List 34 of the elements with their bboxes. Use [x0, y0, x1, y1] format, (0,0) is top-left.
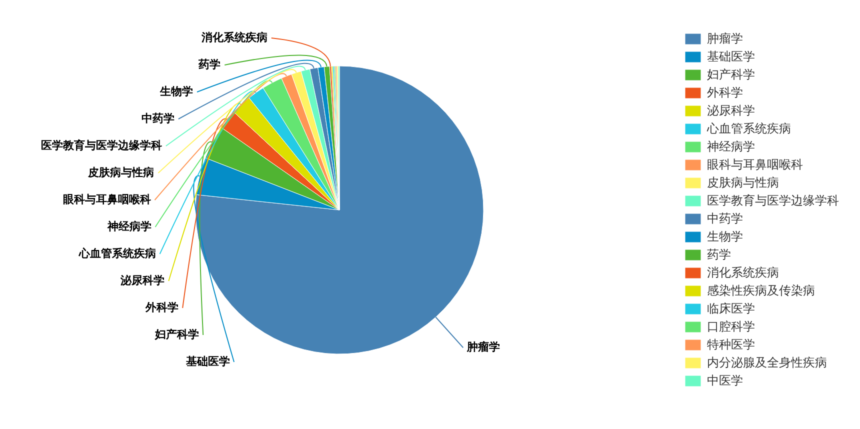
data-label: 中药学: [141, 112, 174, 126]
legend-label: 泌尿科学: [707, 103, 755, 118]
legend-label: 药学: [707, 247, 731, 262]
legend-label: 皮肤病与性病: [707, 175, 779, 190]
legend-label: 心血管系统疾病: [706, 121, 791, 136]
legend-label: 内分泌腺及全身性疾病: [707, 355, 827, 370]
legend-label: 口腔科学: [707, 319, 755, 334]
legend-label: 特种医学: [707, 337, 755, 352]
data-label: 妇产科学: [154, 328, 200, 342]
legend-label: 肿瘤学: [707, 31, 743, 46]
data-label: 医学教育与医学边缘学科: [40, 139, 162, 152]
legend-label: 感染性疾病及传染病: [707, 283, 815, 298]
legend-label: 消化系统疾病: [707, 265, 779, 280]
data-label: 药学: [198, 58, 221, 72]
data-label: 消化系统疾病: [200, 31, 268, 44]
data-label: 外科学: [144, 301, 179, 314]
data-label: 眼科与耳鼻咽喉科: [62, 193, 151, 206]
legend-label: 基础医学: [707, 49, 755, 64]
data-label: 肿瘤学: [466, 340, 500, 354]
data-label: 皮肤病与性病: [87, 166, 154, 180]
data-label: 神经病学: [106, 220, 152, 234]
legend-label: 眼科与耳鼻咽喉科: [707, 157, 803, 172]
data-label: 心血管系统疾病: [78, 247, 156, 260]
legend-label: 神经病学: [707, 139, 755, 154]
data-label: 泌尿科学: [120, 274, 165, 288]
legend-label: 中药学: [707, 211, 743, 226]
legend-label: 临床医学: [707, 301, 755, 316]
data-label: 生物学: [159, 85, 194, 98]
legend-label: 生物学: [707, 229, 743, 244]
legend-label: 医学教育与医学边缘学科: [707, 193, 839, 208]
data-label: 基础医学: [185, 355, 230, 368]
legend-label: 中医学: [707, 373, 743, 388]
legend-label: 妇产科学: [707, 67, 755, 82]
legend-label: 外科学: [707, 85, 743, 100]
